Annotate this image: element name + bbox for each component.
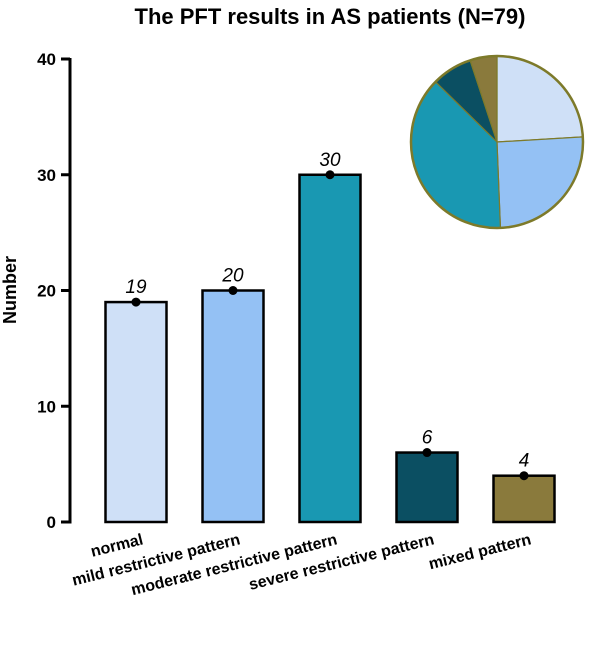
pie-border (409, 54, 585, 230)
bar (104, 300, 168, 524)
y-tick-label: 10 (37, 397, 56, 416)
y-axis-label: Number (0, 256, 20, 324)
y-tick-label: 20 (37, 282, 56, 301)
y-tick-label: 30 (37, 166, 56, 185)
data-point (131, 297, 141, 307)
bar (201, 289, 265, 524)
data-point (422, 448, 432, 458)
data-label: 4 (519, 451, 530, 472)
bar (298, 173, 362, 524)
y-tick-label: 40 (37, 50, 56, 69)
data-point (519, 471, 529, 481)
bar (395, 451, 459, 524)
bar (492, 474, 556, 524)
y-axis: 0 10 20 30 40 (37, 50, 72, 532)
inset-pie (409, 54, 585, 230)
data-labels: 19 20 30 6 4 (125, 150, 529, 472)
data-label: 20 (221, 266, 244, 287)
chart-title: The PFT results in AS patients (N=79) (135, 4, 526, 29)
y-tick-label: 0 (47, 513, 56, 532)
data-points (131, 170, 529, 481)
data-label: 30 (319, 150, 341, 171)
data-label: 19 (125, 277, 147, 298)
data-point (325, 170, 335, 180)
data-label: 6 (422, 428, 433, 449)
pie-slice (496, 136, 584, 229)
category-label: mixed pattern (427, 531, 533, 573)
data-point (228, 286, 238, 295)
